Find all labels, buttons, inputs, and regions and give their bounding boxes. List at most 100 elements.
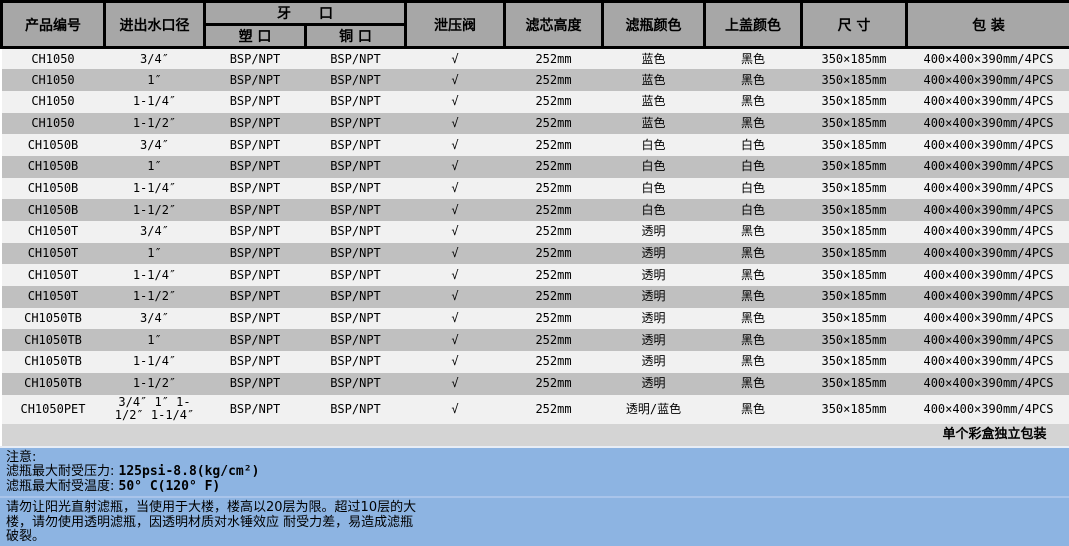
cell-brass: BSP/NPT: [305, 134, 406, 156]
cell-port: 1″: [104, 242, 205, 265]
cell-model: CH1050: [1, 90, 105, 113]
cell-plastic: BSP/NPT: [204, 69, 306, 91]
cell-brass: BSP/NPT: [305, 90, 406, 113]
cell-height: 252mm: [504, 155, 603, 178]
cell-plastic: BSP/NPT: [204, 351, 306, 373]
cell-height: 252mm: [504, 177, 603, 200]
table-row: CH1050TB 1-1/4″ BSP/NPT BSP/NPT √ 252mm 透明 黑色 35…: [1, 351, 1069, 373]
cell-cap: 白色: [704, 155, 802, 178]
table-row: CH1050B 1″ BSP/NPT BSP/NPT √ 252mm 白色 白色 350×185…: [1, 155, 1069, 178]
cell-height: 252mm: [504, 69, 603, 91]
cell-valve: √: [405, 90, 505, 113]
note-pressure-label: 滤瓶最大耐受压力:: [6, 464, 119, 480]
header-housing-color: 滤瓶颜色: [601, 0, 706, 49]
cell-port: 1-1/4″: [104, 177, 205, 200]
header-product-no: 产品编号: [0, 0, 106, 49]
cell-height: 252mm: [504, 90, 603, 113]
cell-housing: 透明: [602, 351, 705, 373]
table-row: CH1050T 3/4″ BSP/NPT BSP/NPT √ 252mm 透明 黑色 350×1…: [1, 221, 1069, 243]
cell-valve: √: [405, 351, 505, 373]
cell-model: CH1050TB: [1, 307, 105, 330]
cell-housing: 透明: [602, 329, 705, 352]
note-temperature-label: 滤瓶最大耐受温度:: [6, 478, 119, 494]
note-pressure-value: 125psi-8.8(kg/cm²): [118, 464, 260, 480]
cell-size: 350×185mm: [801, 394, 907, 424]
cell-valve: √: [405, 112, 505, 135]
cell-size: 350×185mm: [801, 221, 907, 243]
cell-height: 252mm: [504, 242, 603, 265]
cell-model: CH1050B: [1, 155, 105, 178]
cell-height: 252mm: [504, 351, 603, 373]
cell-valve: √: [405, 177, 505, 200]
cell-housing: 蓝色: [602, 112, 705, 135]
cell-size: 350×185mm: [801, 90, 907, 113]
cell-plastic: BSP/NPT: [204, 307, 306, 330]
table-row: CH1050T 1″ BSP/NPT BSP/NPT √ 252mm 透明 黑色 350×185…: [1, 242, 1069, 265]
cell-brass: BSP/NPT: [305, 351, 406, 373]
cell-housing: 白色: [602, 199, 705, 221]
cell-valve: √: [405, 372, 505, 395]
cell-model: CH1050T: [1, 221, 105, 243]
cell-height: 252mm: [504, 199, 603, 221]
table-row: CH1050B 1-1/2″ BSP/NPT BSP/NPT √ 252mm 白色 白色 350…: [1, 199, 1069, 221]
table-row: CH1050T 1-1/2″ BSP/NPT BSP/NPT √ 252mm 透明 黑色 350…: [1, 286, 1069, 308]
cell-model: CH1050T: [1, 242, 105, 265]
cell-cap: 黑色: [704, 394, 802, 424]
cell-port: 1-1/4″: [104, 90, 205, 113]
cell-port: 3/4″: [104, 134, 205, 156]
cell-packing: 400×400×390mm/4PCS: [906, 242, 1069, 265]
cell-height: 252mm: [504, 286, 603, 308]
cell-packing: 400×400×390mm/4PCS: [906, 199, 1069, 221]
cell-height: 252mm: [504, 372, 603, 395]
cell-port: 1-1/2″: [104, 112, 205, 135]
cell-port: 1-1/4″: [104, 264, 205, 287]
cell-brass: BSP/NPT: [305, 329, 406, 352]
cell-valve: √: [405, 221, 505, 243]
cell-cap: 黑色: [704, 264, 802, 287]
cell-model: CH1050T: [1, 286, 105, 308]
header-port-size: 进出水口径: [103, 0, 206, 49]
cell-packing: 400×400×390mm/4PCS: [906, 69, 1069, 91]
cell-model: CH1050B: [1, 177, 105, 200]
cell-housing: 透明: [602, 286, 705, 308]
cell-size: 350×185mm: [801, 307, 907, 330]
cell-valve: √: [405, 329, 505, 352]
table-row: CH1050T 1-1/4″ BSP/NPT BSP/NPT √ 252mm 透明 黑色 350…: [1, 264, 1069, 287]
cell-size: 350×185mm: [801, 199, 907, 221]
table-body: CH1050 3/4″ BSP/NPT BSP/NPT √ 252mm 蓝色 黑色 350×18…: [1, 47, 1069, 424]
table-row: CH1050 1-1/4″ BSP/NPT BSP/NPT √ 252mm 蓝色 黑色 350×…: [1, 90, 1069, 113]
cell-housing: 蓝色: [602, 90, 705, 113]
cell-cap: 白色: [704, 199, 802, 221]
cell-port: 1-1/2″: [104, 286, 205, 308]
cell-cap: 黑色: [704, 242, 802, 265]
cell-brass: BSP/NPT: [305, 69, 406, 91]
cell-packing: 400×400×390mm/4PCS: [906, 264, 1069, 287]
cell-model: CH1050: [1, 112, 105, 135]
header-thread-group: 牙 口: [203, 0, 407, 26]
header-relief-valve: 泄压阀: [404, 0, 506, 49]
cell-housing: 透明: [602, 307, 705, 330]
cell-cap: 黑色: [704, 307, 802, 330]
cell-valve: √: [405, 69, 505, 91]
header-packing: 包 装: [905, 0, 1069, 49]
cell-height: 252mm: [504, 134, 603, 156]
packing-footer-row: 单个彩盒独立包装: [1, 423, 1069, 446]
cell-cap: 黑色: [704, 286, 802, 308]
cell-size: 350×185mm: [801, 69, 907, 91]
cell-port: 3/4″: [104, 221, 205, 243]
cell-packing: 400×400×390mm/4PCS: [906, 286, 1069, 308]
note-pressure: 滤瓶最大耐受压力: 125psi-8.8(kg/cm²): [6, 464, 1069, 480]
cell-plastic: BSP/NPT: [204, 329, 306, 352]
notes-block-limits: 注意: 滤瓶最大耐受压力: 125psi-8.8(kg/cm²) 滤瓶最大耐受温…: [0, 448, 1069, 497]
cell-height: 252mm: [504, 47, 603, 70]
cell-port: 1″: [104, 69, 205, 91]
cell-housing: 透明/蓝色: [602, 394, 705, 424]
cell-valve: √: [405, 199, 505, 221]
cell-plastic: BSP/NPT: [204, 177, 306, 200]
note-temperature: 滤瓶最大耐受温度: 50° C(120° F): [6, 478, 1069, 495]
cell-plastic: BSP/NPT: [204, 90, 306, 113]
cell-cap: 白色: [704, 177, 802, 200]
cell-housing: 蓝色: [602, 69, 705, 91]
cell-housing: 透明: [602, 372, 705, 395]
